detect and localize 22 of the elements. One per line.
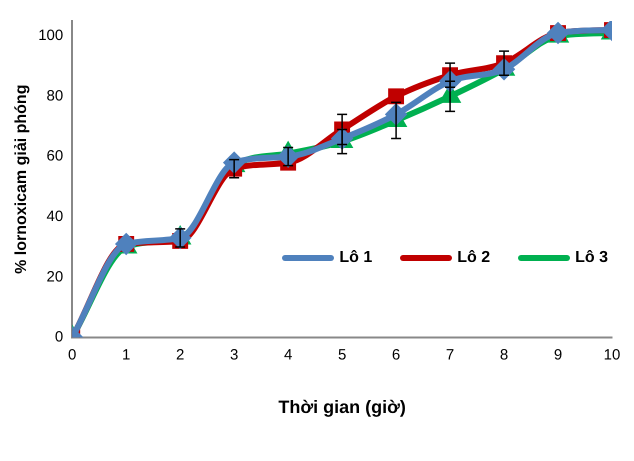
y-tick-label: 20	[46, 268, 64, 286]
x-tick-label: 9	[554, 346, 562, 364]
x-tick-label: 0	[68, 346, 76, 364]
x-tick-label: 4	[284, 346, 292, 364]
y-tick-label: 60	[46, 148, 64, 165]
x-tick-label: 10	[604, 346, 620, 364]
x-tick-label: 7	[446, 346, 454, 364]
y-tick-label: 80	[46, 87, 64, 104]
y-tick-label: 0	[54, 328, 64, 346]
y-tick-label: 100	[38, 27, 64, 44]
x-tick-label: 2	[176, 346, 184, 364]
legend-label: Lô 3	[575, 248, 608, 267]
legend-label: Lô 1	[339, 248, 372, 267]
x-axis-title: Thời gian (giờ)	[278, 397, 406, 418]
x-tick-label: 6	[392, 346, 400, 364]
y-tick-label: 40	[46, 208, 64, 226]
x-tick-label: 5	[338, 346, 346, 364]
x-tick-label: 1	[122, 346, 130, 364]
y-axis-title: % lornoxicam giải phóng	[13, 84, 30, 274]
x-tick-label: 3	[230, 346, 238, 364]
x-tick-label: 8	[500, 346, 508, 364]
legend-label: Lô 2	[457, 248, 490, 267]
